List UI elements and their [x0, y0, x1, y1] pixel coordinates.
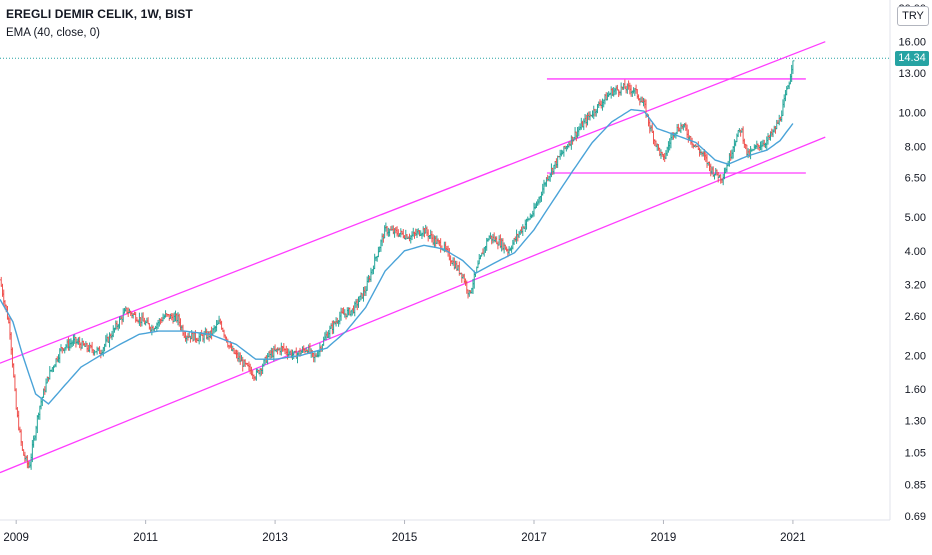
- price-tick-label: 2.00: [905, 350, 926, 362]
- price-tick-label: 1.05: [905, 448, 926, 460]
- trendlines[interactable]: [0, 41, 826, 474]
- price-tick-label: 0.69: [905, 511, 926, 523]
- indicator-legend[interactable]: EMA (40, close, 0): [6, 27, 100, 39]
- price-tick-label: 10.00: [898, 108, 926, 120]
- price-bars: [0, 60, 795, 470]
- time-tick-label: 2019: [651, 532, 677, 544]
- axis-lines: [0, 0, 891, 521]
- price-tick-label: 1.30: [905, 415, 926, 427]
- price-tick-label: 3.20: [905, 280, 926, 292]
- time-axis[interactable]: 2009 2011 2013 2015 2017 2019 2021: [3, 520, 806, 544]
- price-tick-label: 2.60: [905, 311, 926, 323]
- ema-line-group: [0, 108, 794, 405]
- time-tick-label: 2021: [780, 532, 806, 544]
- chart-title: EREGLI DEMIR CELIK, 1W, BIST: [6, 7, 193, 21]
- price-tick-label: 8.00: [905, 141, 926, 153]
- channel-upper-line[interactable]: [0, 41, 826, 364]
- price-tick-label: 6.50: [905, 173, 926, 185]
- time-tick-label: 2017: [521, 532, 547, 544]
- channel-lower-line[interactable]: [0, 136, 826, 474]
- price-tick-label: 0.85: [905, 480, 926, 492]
- price-axis[interactable]: 20.0016.0013.0010.008.006.505.004.003.20…: [898, 3, 926, 523]
- last-price-badge: 14.34: [895, 50, 929, 66]
- time-tick-label: 2015: [392, 532, 418, 544]
- time-tick-label: 2011: [133, 532, 158, 544]
- time-tick-label: 2013: [262, 532, 288, 544]
- price-tick-label: 16.00: [898, 37, 926, 49]
- time-tick-label: 2009: [3, 532, 29, 544]
- price-tick-label: 1.60: [905, 384, 926, 396]
- price-tick-label: 13.00: [898, 68, 926, 80]
- ema-line: [0, 108, 794, 405]
- currency-button[interactable]: TRY: [897, 6, 929, 26]
- price-tick-label: 5.00: [905, 212, 926, 224]
- price-tick-label: 4.00: [905, 246, 926, 258]
